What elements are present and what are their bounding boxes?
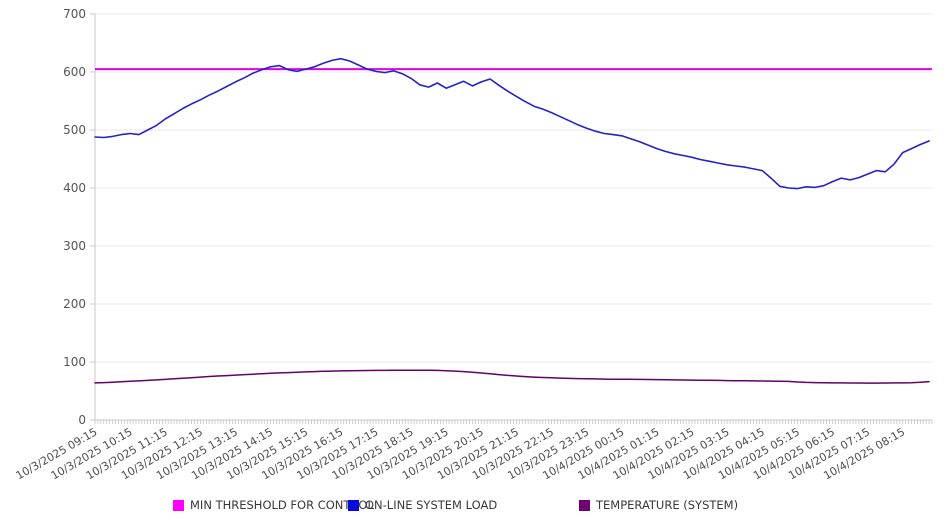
y-tick-label: 400 xyxy=(63,181,86,195)
legend-label-min-threshold: MIN THRESHOLD FOR CONTROL xyxy=(190,498,374,512)
legend-label-system-load: ON-LINE SYSTEM LOAD xyxy=(365,498,498,512)
y-tick-label: 200 xyxy=(63,297,86,311)
system-load-line xyxy=(94,57,930,190)
y-tick-label: 600 xyxy=(63,65,86,79)
min-threshold-swatch-icon xyxy=(173,499,184,511)
x-axis-minor-ticks xyxy=(94,420,933,424)
y-tick-label: 0 xyxy=(78,413,86,427)
y-tick-label: 700 xyxy=(63,7,86,21)
legend-item-min-threshold[interactable]: MIN THRESHOLD FOR CONTROL xyxy=(173,498,374,512)
legend-item-temperature[interactable]: TEMPERATURE (SYSTEM) xyxy=(579,498,738,512)
legend-item-system-load[interactable]: ON-LINE SYSTEM LOAD xyxy=(348,498,497,512)
y-tick-label: 500 xyxy=(63,123,86,137)
legend-label-temperature: TEMPERATURE (SYSTEM) xyxy=(596,498,739,512)
y-tick-label: 300 xyxy=(63,239,86,253)
chart-legend: MIN THRESHOLD FOR CONTROL ON-LINE SYSTEM… xyxy=(0,498,946,520)
temperature-line xyxy=(94,369,930,384)
temperature-swatch-icon xyxy=(579,499,590,511)
system-load-swatch-icon xyxy=(348,499,359,511)
y-tick-label: 100 xyxy=(63,355,86,369)
